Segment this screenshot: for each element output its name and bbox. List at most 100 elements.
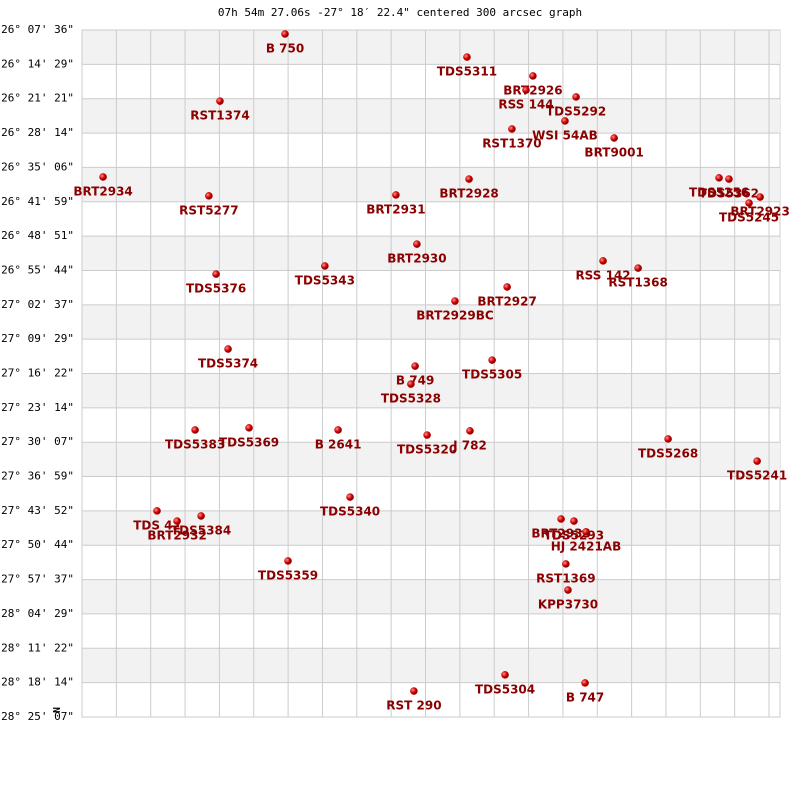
y-tick-label: -26° 07' 36" — [0, 23, 74, 36]
star — [599, 257, 607, 265]
plot-background — [81, 29, 781, 718]
star-label: RST1370 — [482, 137, 541, 151]
star-label: RSS 144 — [498, 98, 553, 112]
star — [570, 517, 578, 525]
y-tick-label: -27° 16' 22" — [0, 367, 74, 380]
y-tick-label: -27° 50' 44" — [0, 538, 74, 551]
y-tick-label: -28° 11' 22" — [0, 641, 74, 654]
star-label: BRT2923 — [730, 205, 789, 219]
grid-band — [82, 373, 780, 408]
star-label: BRT2933 — [531, 526, 590, 540]
star — [582, 528, 590, 536]
star-label: TDS5311 — [437, 65, 497, 79]
grid-band — [82, 304, 780, 340]
star — [508, 125, 516, 133]
star — [562, 560, 570, 568]
grid-band — [82, 236, 780, 271]
star-label: TDS5268 — [638, 446, 698, 460]
star-label: BRT2927 — [477, 294, 536, 308]
star — [153, 507, 161, 515]
star — [529, 72, 537, 80]
star — [284, 557, 292, 565]
star — [451, 297, 459, 305]
star — [216, 97, 224, 105]
star-label: B 749 — [396, 374, 434, 388]
y-tick-label: -28° 18' 14" — [0, 676, 74, 689]
star — [411, 362, 419, 370]
y-tick-label: -27° 02' 37" — [0, 298, 74, 311]
star-label: RSS 142 — [575, 268, 630, 282]
star — [466, 427, 474, 435]
star-label: TDS 42 — [133, 518, 181, 532]
star — [725, 175, 733, 183]
grid-band — [82, 167, 780, 202]
star — [407, 380, 415, 388]
star-label: TDS5383 — [165, 437, 225, 451]
star-label: TDS5359 — [258, 568, 318, 582]
star — [756, 193, 764, 201]
y-tick-label: -27° 57' 37" — [0, 573, 74, 586]
star-label: TDS5305 — [462, 368, 522, 382]
star-label: B 750 — [266, 41, 304, 55]
star-label: TDS5328 — [381, 392, 441, 406]
star-label: B 747 — [566, 690, 604, 704]
star — [745, 199, 753, 207]
y-tick-label: -27° 23' 14" — [0, 401, 74, 414]
star — [564, 586, 572, 594]
star-label: KPP3730 — [538, 598, 598, 612]
star-label: BRT2926 — [503, 83, 562, 97]
star-label: TDS5369 — [219, 435, 279, 449]
star-label: TDS5256 — [689, 185, 749, 199]
star — [346, 493, 354, 501]
star-label: B 2641 — [315, 437, 362, 451]
star — [488, 356, 496, 364]
star-label: TDS5340 — [320, 505, 380, 519]
chart-title: 07h 54m 27.06s -27° 18′ 22.4" centered 3… — [218, 6, 582, 19]
star — [281, 30, 289, 38]
star-label: TDS5374 — [198, 357, 258, 371]
star-label: TDS5241 — [727, 469, 787, 483]
star — [423, 431, 431, 439]
star — [197, 512, 205, 520]
star — [392, 191, 400, 199]
star — [503, 283, 511, 291]
star — [191, 426, 199, 434]
y-tick-label: -26° 14' 29" — [0, 57, 74, 70]
star — [557, 515, 565, 523]
star — [753, 457, 761, 465]
y-tick-label: -27° 09' 29" — [0, 332, 74, 345]
y-tick-label: -26° 21' 21" — [0, 92, 74, 105]
star-label: TDS5384 — [171, 523, 231, 537]
star — [205, 192, 213, 200]
star — [664, 435, 672, 443]
star — [501, 671, 509, 679]
star-label: BRT2930 — [387, 252, 446, 266]
star-label: TDS5292 — [546, 104, 606, 118]
star-label: BRT2934 — [73, 184, 132, 198]
star — [245, 424, 253, 432]
star — [572, 93, 580, 101]
star-label: J 782 — [452, 438, 487, 452]
grid-band — [82, 30, 780, 65]
grid-band — [82, 442, 780, 477]
star — [581, 679, 589, 687]
star — [173, 517, 181, 525]
star — [715, 174, 723, 182]
y-tick-label: -28° 25' 07" — [0, 710, 74, 723]
north-label: N — [52, 707, 63, 713]
y-tick-label: -26° 35' 06" — [0, 160, 74, 173]
star — [334, 426, 342, 434]
star-label: HJ 2421AB — [551, 539, 622, 553]
star — [321, 262, 329, 270]
star-label: RST5277 — [179, 203, 238, 217]
grid-band — [82, 579, 780, 614]
y-tick-label: -27° 36' 59" — [0, 470, 74, 483]
star-label: BRT2932 — [147, 529, 206, 543]
y-tick-label: -26° 41' 59" — [0, 195, 74, 208]
star — [463, 53, 471, 61]
grid-band — [82, 98, 780, 134]
star — [212, 270, 220, 278]
y-tick-label: -26° 28' 14" — [0, 126, 74, 139]
star — [522, 86, 530, 94]
